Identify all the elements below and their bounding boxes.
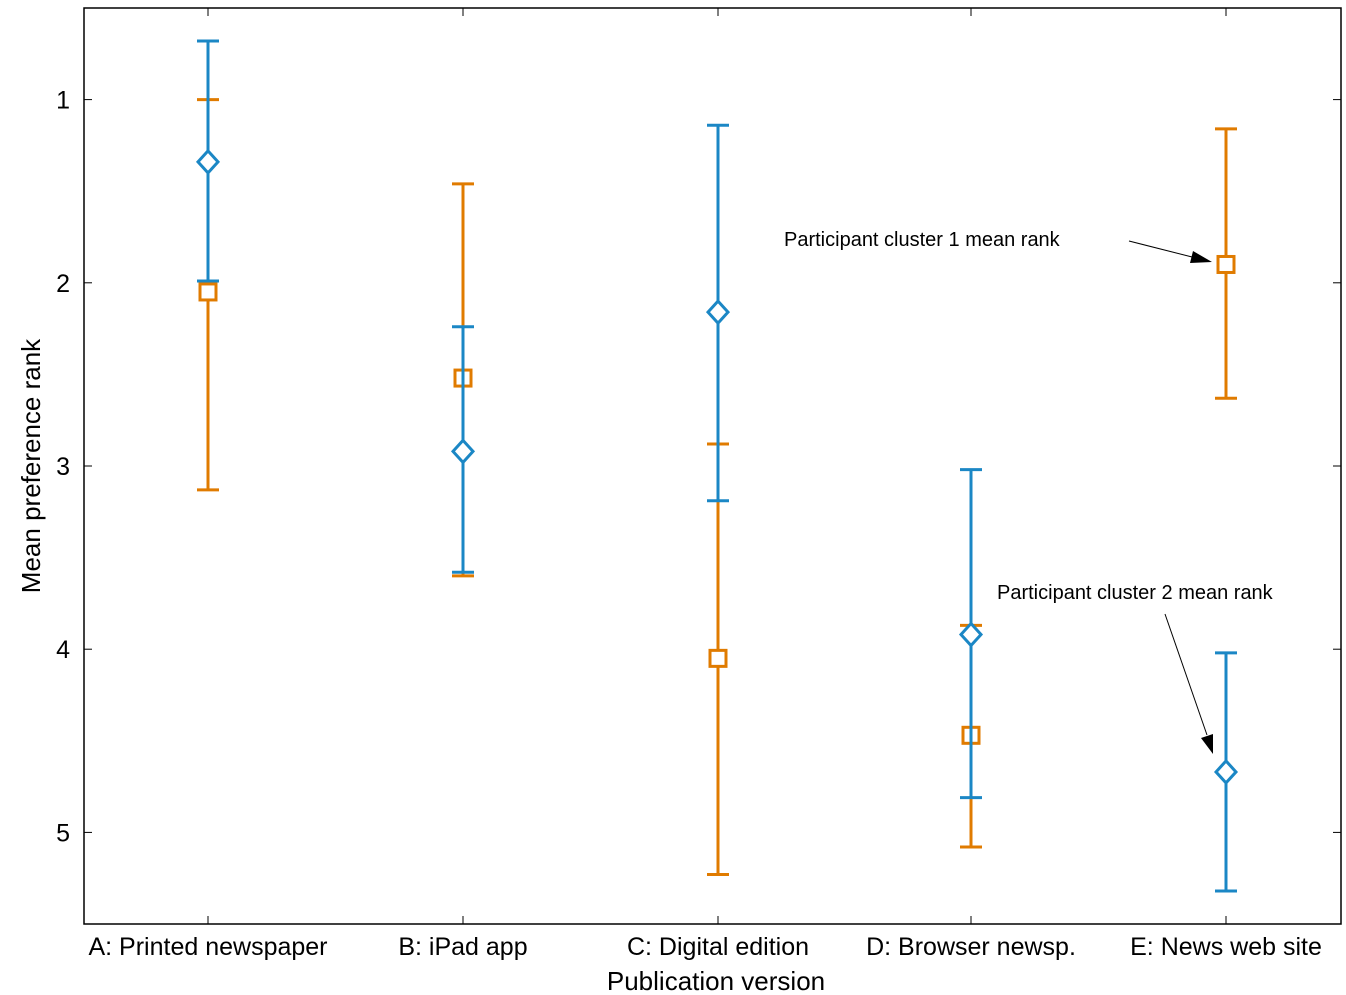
x-tick-label: E: News web site <box>1130 933 1322 961</box>
x-tick-label: B: iPad app <box>398 933 527 961</box>
plot-area <box>83 7 1342 925</box>
axis-ticks: 1 2 3 4 5 A: Printed newspaper B: iPad app C: D… <box>56 8 1341 961</box>
point-marker-diamond <box>705 298 731 326</box>
annotation-cluster-1-text: Participant cluster 1 mean rank <box>784 229 1061 251</box>
annotation-cluster-2-arrowhead <box>1201 734 1213 754</box>
point-marker-diamond <box>450 438 476 465</box>
x-axis-title: Publication version <box>607 966 825 995</box>
x-tick-label: C: Digital edition <box>627 933 809 961</box>
y-tick-label: 1 <box>56 87 70 115</box>
annotation-cluster-2: Participant cluster 2 mean rank <box>997 582 1274 754</box>
y-tick-label: 4 <box>56 636 70 664</box>
point-marker-square <box>708 648 728 668</box>
x-tick-label: D: Browser newsp. <box>866 933 1076 961</box>
annotation-cluster-2-arrow <box>1164 613 1208 736</box>
point-marker-diamond <box>195 148 221 176</box>
y-tick-label: 2 <box>56 270 70 298</box>
annotation-cluster-1-arrow <box>1128 240 1197 259</box>
annotation-cluster-2-text: Participant cluster 2 mean rank <box>997 582 1274 604</box>
point-marker-diamond <box>958 621 984 648</box>
annotation-cluster-1-arrowhead <box>1190 251 1212 263</box>
y-tick-label: 5 <box>56 819 70 847</box>
y-tick-label: 3 <box>56 453 70 481</box>
y-axis-title: Mean preference rank <box>16 338 46 593</box>
series-layer <box>195 39 1239 893</box>
point-marker-square <box>198 282 218 302</box>
point-marker-square <box>1216 254 1236 274</box>
annotation-cluster-1: Participant cluster 1 mean rank <box>784 229 1212 263</box>
point-marker-diamond <box>1213 758 1239 786</box>
series-2 <box>195 39 1239 893</box>
x-tick-label: A: Printed newspaper <box>88 933 327 961</box>
